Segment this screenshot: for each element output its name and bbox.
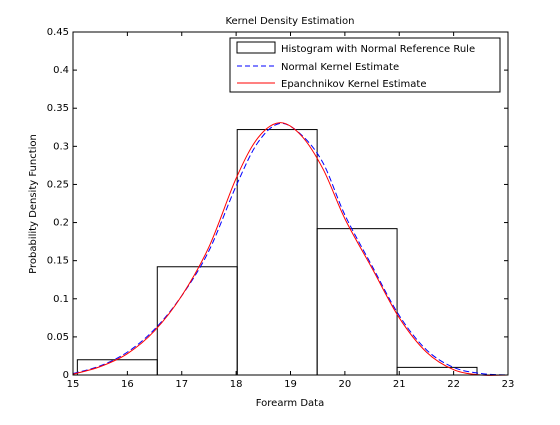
- legend-label-epanechnikov: Epanchnikov Kernel Estimate: [281, 79, 427, 90]
- x-tick-label: 22: [447, 379, 460, 390]
- histogram-bar: [156, 266, 238, 376]
- y-tick-label: 0.45: [47, 27, 69, 38]
- y-tick-label: 0.15: [47, 256, 69, 267]
- x-axis-label: Forearm Data: [256, 398, 324, 409]
- epanechnikov-kernel-curve: [72, 122, 509, 376]
- chart-title: Kernel Density Estimation: [225, 16, 354, 27]
- x-tick-label: 15: [67, 379, 80, 390]
- histogram-bar: [236, 129, 318, 376]
- y-tick-label: 0.3: [53, 141, 69, 152]
- y-tick-label: 0.1: [53, 294, 69, 305]
- x-tick-label: 19: [284, 379, 297, 390]
- x-tick-label: 21: [393, 379, 406, 390]
- x-tick-label: 16: [121, 379, 134, 390]
- normal-kernel-curve: [72, 122, 509, 376]
- y-tick-label: 0.2: [53, 218, 69, 229]
- legend-swatch-histogram: [236, 41, 276, 54]
- x-tick-label: 23: [502, 379, 515, 390]
- histogram-bar: [316, 228, 398, 376]
- x-tick-label: 18: [230, 379, 243, 390]
- x-tick-label: 20: [339, 379, 352, 390]
- y-tick-label: 0.25: [47, 179, 69, 190]
- y-tick-label: 0.35: [47, 103, 69, 114]
- y-axis-label: Probability Density Function: [28, 134, 39, 274]
- histogram-bar: [76, 359, 158, 376]
- y-tick-label: 0: [63, 370, 69, 381]
- legend: Histogram with Normal Reference Rule Nor…: [229, 37, 501, 93]
- legend-label-normal: Normal Kernel Estimate: [281, 62, 399, 73]
- y-tick-label: 0.05: [47, 332, 69, 343]
- x-tick-label: 17: [175, 379, 188, 390]
- legend-label-histogram: Histogram with Normal Reference Rule: [281, 44, 475, 55]
- y-tick-label: 0.4: [53, 65, 69, 76]
